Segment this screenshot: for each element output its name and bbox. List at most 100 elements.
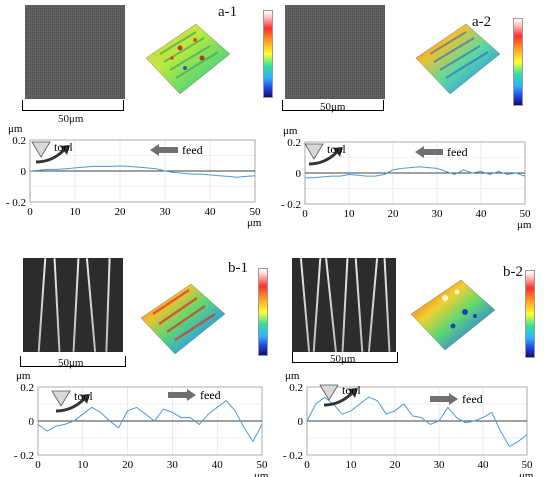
x-tick-label: 20 [122, 459, 134, 471]
y-tick-label: 0 [296, 168, 302, 180]
y-tick-label: 0.2 [20, 382, 34, 394]
scale-bar [22, 100, 124, 111]
y-tick-label: 0 [29, 416, 35, 428]
arrow-head-icon [60, 145, 70, 155]
tool-icon [319, 384, 339, 401]
tool-icon [31, 141, 51, 158]
x-tick-label: 10 [77, 459, 89, 471]
scale-bar [292, 352, 398, 363]
feed-arrow-icon [168, 389, 196, 401]
x-unit-label: μm [517, 219, 532, 231]
feed-label: feed [182, 143, 203, 157]
profile-line [306, 396, 528, 448]
scale-label: 50μm [330, 353, 356, 365]
feed-label: feed [462, 392, 483, 406]
y-tick-label: 0.2 [12, 135, 26, 147]
color-scale-bar [258, 268, 268, 356]
arrow-head-icon [333, 147, 343, 157]
x-tick-label: 30 [160, 206, 172, 218]
x-tick-label: 50 [522, 459, 534, 471]
x-tick-label: 20 [388, 208, 400, 220]
feed-arrow-icon [430, 393, 458, 405]
sem-image [292, 258, 396, 352]
tool-label: tool [74, 389, 93, 403]
x-tick-label: 40 [478, 459, 490, 471]
y-unit-label: μm [285, 370, 300, 382]
scale-bar [20, 356, 126, 367]
surface-map-3d [145, 23, 231, 95]
feed-label: feed [447, 145, 468, 159]
color-scale-bar [525, 270, 535, 358]
x-tick-label: 40 [205, 206, 217, 218]
tool-arrow-icon [323, 391, 354, 407]
tool-icon [51, 390, 71, 407]
tool-arrow-icon [35, 148, 66, 164]
y-tick-label: - 0.2 [283, 450, 303, 462]
x-unit-label: μm [519, 470, 534, 477]
x-tick-label: 30 [434, 459, 446, 471]
x-tick-label: 30 [432, 208, 444, 220]
panel-b-2: 50μm b-2 0.2 0- 0.2 0 10 20 30 40 50 μm μm tool fee… [275, 240, 550, 477]
arrow-head-icon [348, 388, 358, 398]
profile-line [305, 166, 526, 179]
x-tick-label: 40 [212, 459, 224, 471]
y-unit-label: μm [8, 123, 23, 135]
x-tick-label: 0 [35, 459, 41, 471]
panel-label: a-1 [218, 4, 238, 20]
color-scale-bar [263, 10, 273, 98]
panel-b-1: 50μm b-1 0.2 0- 0.2 0 10 20 30 40 50 μm μm tool fee… [0, 240, 275, 477]
panel-a-2: 50μm a-2 0.2 0- 0.2 0 10 20 30 40 50 μm μm tool fee… [275, 0, 550, 231]
x-tick-label: 30 [167, 459, 179, 471]
x-tick-label: 0 [302, 208, 308, 220]
panel-label: b-1 [228, 260, 248, 276]
color-scale-bar [513, 18, 523, 106]
y-unit-label: μm [16, 370, 31, 382]
surface-map-3d [140, 283, 226, 355]
y-tick-label: 0.2 [289, 382, 303, 394]
x-tick-label: 20 [115, 206, 127, 218]
feed-arrow-icon [150, 144, 178, 156]
feed-label: feed [200, 388, 221, 402]
x-unit-label: μm [254, 470, 269, 477]
x-tick-label: 10 [344, 208, 356, 220]
feed-arrow-icon [415, 146, 443, 158]
y-unit-label: μm [283, 125, 298, 137]
y-tick-label: - 0.2 [14, 450, 34, 462]
x-tick-label: 40 [476, 208, 488, 220]
sem-image [285, 5, 385, 99]
sem-image [25, 5, 125, 99]
tool-icon [304, 143, 324, 160]
x-tick-label: 20 [390, 459, 402, 471]
y-tick-label: - 0.2 [6, 197, 26, 209]
x-tick-label: 50 [257, 459, 269, 471]
tool-arrow-icon [308, 150, 339, 166]
panel-a-1: 50μm a-1 0.2 0- 0.2 0 10 20 30 40 50 μm μm tool fee… [0, 0, 275, 229]
scale-label: 50μm [320, 101, 346, 113]
sem-image [23, 258, 123, 352]
tool-arrow-icon [55, 397, 86, 413]
scale-label: 50μm [58, 357, 84, 369]
panel-label: b-2 [503, 264, 523, 280]
x-tick-label: 10 [70, 206, 82, 218]
profile-line [37, 399, 263, 443]
x-tick-label: 0 [27, 206, 33, 218]
y-tick-label: 0 [298, 416, 304, 428]
y-tick-label: 0 [21, 166, 27, 178]
scale-label: 50μm [58, 113, 84, 125]
x-unit-label: μm [247, 217, 262, 229]
scale-bar [282, 100, 384, 111]
tool-label: tool [327, 142, 346, 156]
x-tick-label: 10 [346, 459, 358, 471]
tool-label: tool [342, 383, 361, 397]
surface-map-3d [410, 279, 496, 351]
y-tick-label: - 0.2 [281, 199, 301, 211]
x-tick-label: 50 [520, 208, 532, 220]
panel-label: a-2 [472, 14, 492, 30]
profile-line [29, 165, 256, 178]
surface-map-3d [415, 23, 501, 95]
arrow-head-icon [80, 394, 90, 404]
tool-label: tool [54, 140, 73, 154]
